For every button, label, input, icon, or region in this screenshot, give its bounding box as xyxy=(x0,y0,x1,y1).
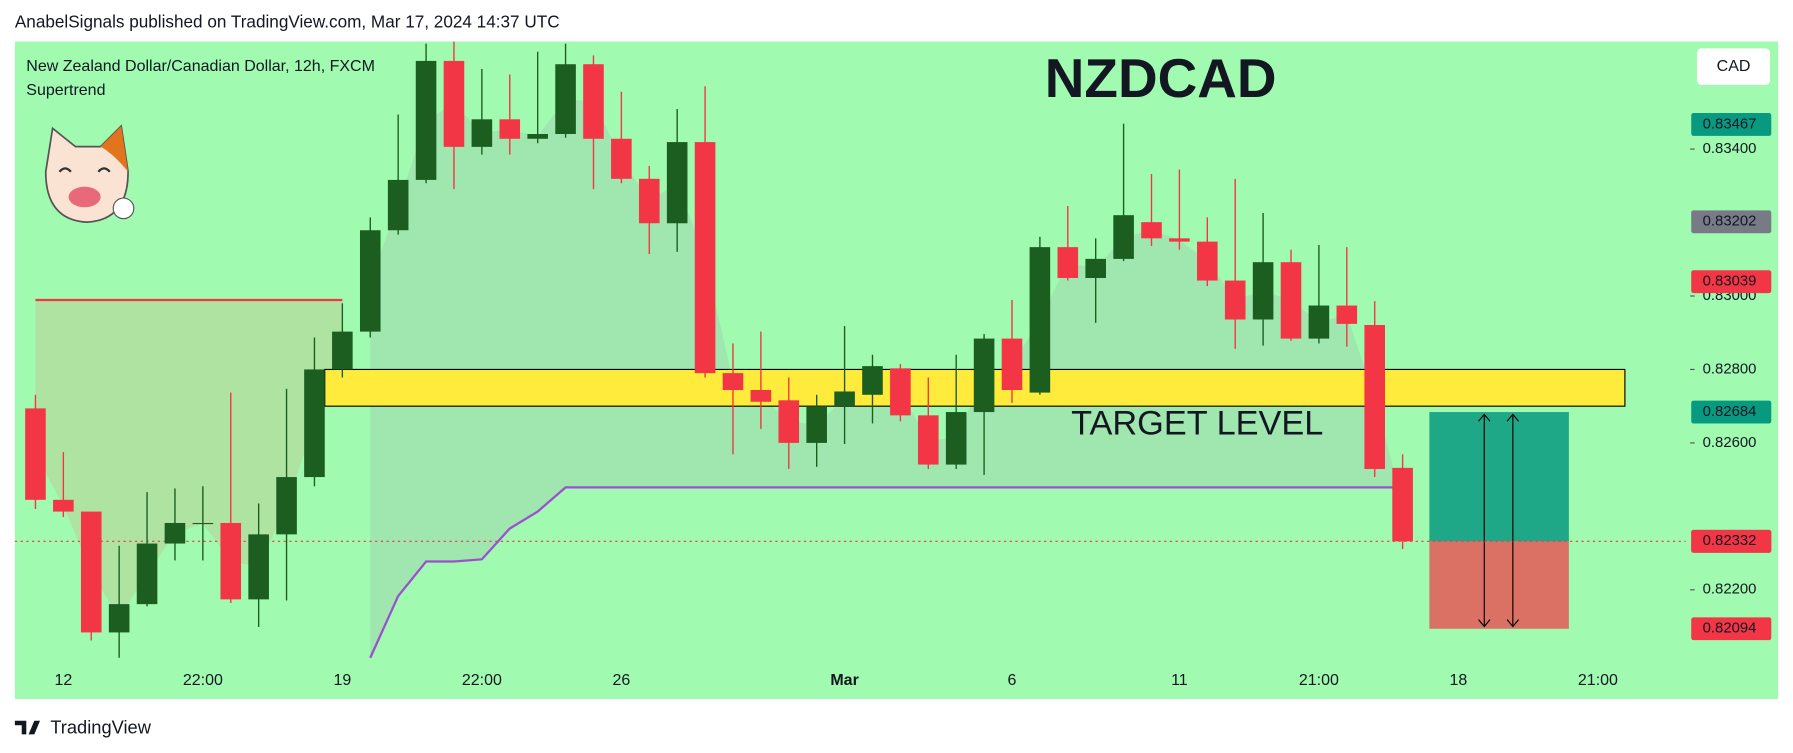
candle-body xyxy=(359,230,381,332)
position-stop xyxy=(1429,541,1569,629)
price-label: 0.82332 xyxy=(1703,533,1757,549)
candle-body xyxy=(415,60,437,180)
position-target xyxy=(1429,412,1569,542)
price-label: 0.82684 xyxy=(1703,404,1757,420)
currency-button[interactable] xyxy=(1696,48,1771,85)
candle-body xyxy=(25,408,46,500)
supertrend-line xyxy=(369,486,1403,659)
candle-body xyxy=(1113,215,1134,259)
candle-body xyxy=(1336,305,1358,324)
candle-body xyxy=(583,64,604,139)
indicator-legend: Supertrend xyxy=(26,82,105,99)
candle-body xyxy=(332,331,353,370)
price-label-box xyxy=(1691,400,1772,424)
candle-body xyxy=(1280,262,1302,339)
x-tick-label: Mar xyxy=(830,672,858,689)
candle-body xyxy=(778,400,800,443)
candle-body xyxy=(555,64,576,135)
candle-body xyxy=(527,134,548,139)
candle-body xyxy=(276,477,297,535)
candle-body xyxy=(638,178,660,224)
price-label: 0.83467 xyxy=(1703,116,1757,132)
x-tick-label: 26 xyxy=(612,672,630,689)
arrow-head xyxy=(1478,413,1491,628)
arrow-head xyxy=(1506,413,1520,628)
y-tick-label: 0.83400 xyxy=(1703,141,1757,157)
candle-body xyxy=(53,499,74,512)
candle-body xyxy=(220,522,242,600)
candle-body xyxy=(862,366,883,395)
target-label: TARGET LEVEL xyxy=(1071,405,1323,443)
candle-body xyxy=(108,604,130,633)
candle-body xyxy=(1392,467,1413,542)
price-label: 0.83039 xyxy=(1703,274,1757,290)
y-tick-label: 0.82200 xyxy=(1703,582,1757,598)
price-label-box xyxy=(1691,270,1772,294)
candle-body xyxy=(164,522,186,544)
candle-body xyxy=(834,391,855,407)
chart-title: NZDCAD xyxy=(1045,47,1277,109)
candle-body xyxy=(890,368,911,416)
candle-body xyxy=(722,373,744,391)
candle-body xyxy=(471,119,493,147)
price-label-box xyxy=(1691,113,1772,136)
x-tick-label: 22:00 xyxy=(183,672,223,689)
cat-sticker xyxy=(44,124,135,223)
price-label-box xyxy=(1691,617,1772,641)
candle-body xyxy=(973,338,995,413)
supertrend-fill xyxy=(370,99,1403,658)
x-tick-label: 18 xyxy=(1450,672,1468,689)
candle-body xyxy=(304,369,325,478)
x-tick-label: 22:00 xyxy=(462,672,502,689)
candle-body xyxy=(192,522,214,525)
candle-body xyxy=(1364,325,1386,469)
candle-body xyxy=(1308,305,1330,339)
candle-body xyxy=(917,415,939,465)
candle-body xyxy=(1141,222,1162,239)
candle-body xyxy=(248,534,269,600)
x-tick-label: 21:00 xyxy=(1299,672,1339,689)
header-text: AnabelSignals published on TradingView.c… xyxy=(15,12,560,32)
y-tick-label: 0.82600 xyxy=(1703,435,1757,451)
candle-body xyxy=(694,142,716,374)
candle-body xyxy=(1001,338,1023,391)
price-label: 0.82094 xyxy=(1703,621,1757,637)
candle-body xyxy=(750,390,772,402)
candle-body xyxy=(1224,280,1246,320)
candle-body xyxy=(443,60,465,147)
price-label-box xyxy=(1691,210,1772,234)
candle-body xyxy=(387,179,409,231)
candle-body xyxy=(945,412,967,465)
footer-text: TradingView xyxy=(50,717,151,738)
candle-body xyxy=(611,138,632,179)
x-tick-label: 6 xyxy=(1008,672,1017,689)
price-label: 0.83202 xyxy=(1703,214,1757,230)
x-tick-label: 21:00 xyxy=(1578,672,1618,689)
candle-body xyxy=(1197,241,1218,281)
candle-body xyxy=(499,119,521,139)
candle-body xyxy=(1169,238,1190,242)
candle-body xyxy=(136,543,158,605)
candle-body xyxy=(1085,258,1106,278)
candle-body xyxy=(666,142,688,224)
symbol-legend: New Zealand Dollar/Canadian Dollar, 12h,… xyxy=(26,58,375,75)
candle-body xyxy=(80,511,102,633)
candle-body xyxy=(1252,262,1274,320)
y-tick-label: 0.82800 xyxy=(1703,361,1757,377)
candle-body xyxy=(1057,247,1079,278)
x-tick-label: 12 xyxy=(54,672,72,689)
candle-body xyxy=(1029,247,1051,393)
tradingview-logo xyxy=(14,720,41,735)
x-tick-label: 11 xyxy=(1171,672,1188,689)
candle-body xyxy=(806,406,827,443)
x-tick-label: 19 xyxy=(333,672,351,689)
currency-label: CAD xyxy=(1717,58,1751,75)
price-label-box xyxy=(1691,529,1772,553)
